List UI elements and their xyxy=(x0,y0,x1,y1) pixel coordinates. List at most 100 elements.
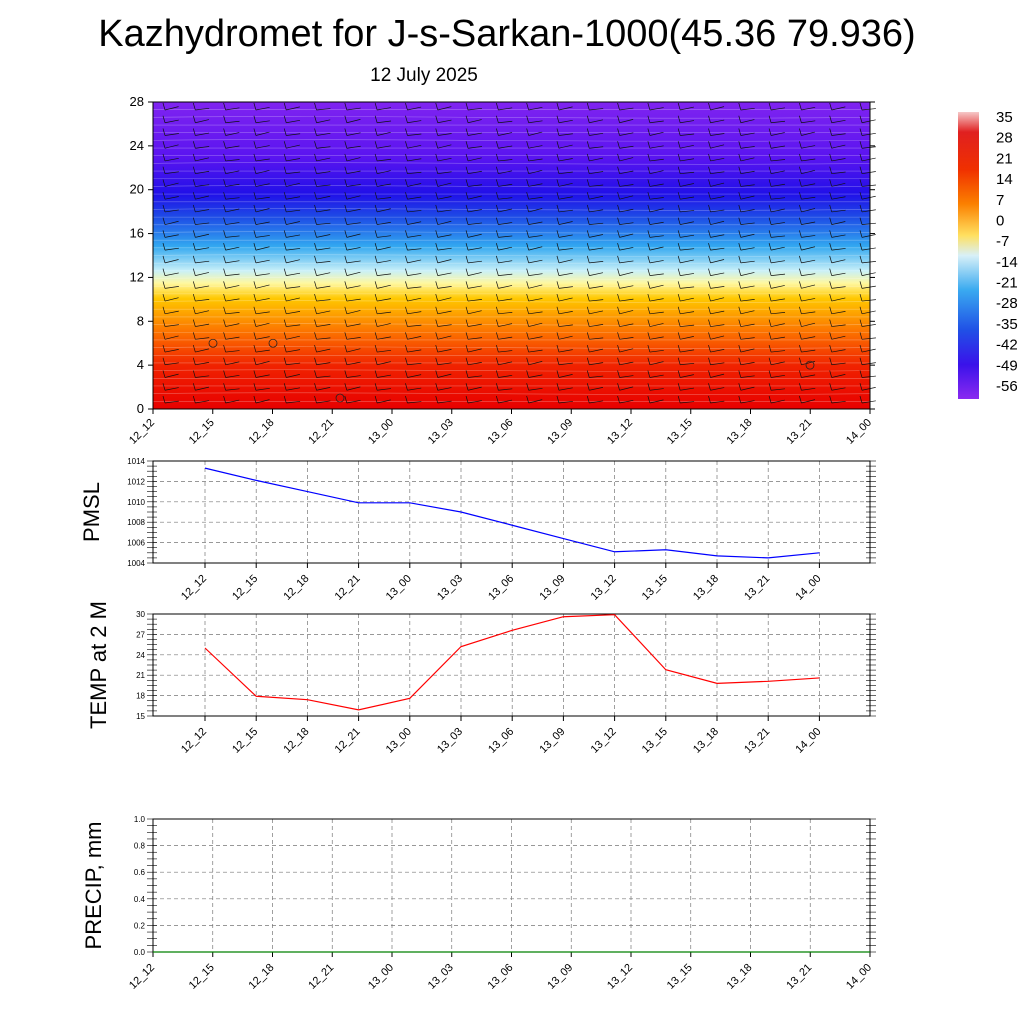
wind-barb xyxy=(164,119,179,124)
wind-barb-flag xyxy=(859,281,863,289)
wind-barb xyxy=(710,196,725,200)
wind-barb-flag xyxy=(465,383,469,391)
wind-barb-flag xyxy=(677,217,681,225)
wind-barb-flag xyxy=(192,357,196,365)
wind-barb-flag xyxy=(738,102,742,111)
wind-barb-flag xyxy=(314,293,317,302)
wind-barb xyxy=(589,375,604,378)
wind-barb-flag xyxy=(647,141,651,149)
wind-barb xyxy=(468,337,482,340)
wind-barb-flag xyxy=(283,370,287,378)
wind-barb-flag xyxy=(496,153,499,162)
wind-barb xyxy=(377,361,391,366)
wind-barb-flag xyxy=(647,370,651,378)
wind-barb-flag xyxy=(465,370,469,378)
wind-barb-flag xyxy=(677,179,681,187)
wind-barb xyxy=(861,362,876,366)
wind-barb xyxy=(286,248,301,251)
x-tick-label: 12_21 xyxy=(333,573,363,603)
wind-barb xyxy=(589,132,604,136)
wind-barb xyxy=(195,170,210,175)
isotherm-line xyxy=(152,323,871,326)
wind-barb xyxy=(710,272,725,276)
wind-barb xyxy=(589,195,604,200)
wind-barb-flag xyxy=(829,332,833,340)
wind-barb xyxy=(831,144,846,149)
wind-barb xyxy=(195,157,210,162)
wind-barb-flag xyxy=(465,332,469,340)
wind-barb xyxy=(801,399,816,404)
colorbar-label: -49 xyxy=(996,357,1018,374)
wind-barb xyxy=(498,170,513,175)
wind-barb xyxy=(195,400,210,404)
wind-barb-flag xyxy=(708,319,711,327)
wind-barb-flag xyxy=(738,153,742,162)
wind-barb xyxy=(467,348,482,353)
wind-barb-flag xyxy=(192,204,196,213)
wind-barb-flag xyxy=(283,102,287,111)
wind-barb xyxy=(467,132,482,136)
wind-barb-flag xyxy=(435,217,439,225)
wind-barb-flag xyxy=(374,332,378,340)
wind-barb xyxy=(498,298,513,302)
wind-barb xyxy=(407,210,422,213)
wind-barb-flag xyxy=(253,395,257,404)
wind-barb xyxy=(649,107,664,111)
wind-barb xyxy=(558,387,573,391)
wind-barb-flag xyxy=(617,395,620,404)
wind-barb xyxy=(286,133,301,136)
wind-barb-flag xyxy=(586,204,590,213)
wind-barb-flag xyxy=(677,166,681,174)
plot-frame xyxy=(152,460,871,564)
wind-barb-flag xyxy=(253,344,257,353)
wind-barb-flag xyxy=(192,102,196,111)
wind-barb xyxy=(225,145,240,149)
x-tick-label: 12_21 xyxy=(306,417,336,447)
wind-barb xyxy=(195,107,210,111)
wind-barb xyxy=(680,183,694,187)
x-tick-label: 13_21 xyxy=(784,417,814,447)
wind-barb xyxy=(255,208,270,213)
wind-barb xyxy=(619,157,634,162)
wind-barb-flag xyxy=(768,370,772,378)
wind-barb xyxy=(498,374,513,378)
y-tick-label: 15 xyxy=(136,712,145,721)
wind-barb-flag xyxy=(192,243,196,251)
wind-barb-flag xyxy=(526,102,529,111)
wind-barb-flag xyxy=(768,128,772,136)
wind-barb xyxy=(771,312,786,315)
wind-barb-flag xyxy=(708,192,711,200)
wind-barb-flag xyxy=(374,293,378,302)
wind-barb-flag xyxy=(314,217,317,225)
wind-barb xyxy=(589,362,604,366)
wind-barb xyxy=(255,284,270,289)
wind-barb-flag xyxy=(283,268,287,276)
wind-barb xyxy=(801,120,816,124)
wind-barb xyxy=(437,324,452,327)
wind-barb-flag xyxy=(405,293,408,302)
wind-barb-flag xyxy=(374,383,378,391)
wind-barb xyxy=(710,247,725,251)
wind-barb-flag xyxy=(496,344,499,353)
wind-barb-flag xyxy=(314,243,317,251)
wind-barb-flag xyxy=(465,153,469,162)
wind-barb-flag xyxy=(859,344,863,353)
wind-barb-flag xyxy=(405,192,408,200)
wind-barb xyxy=(649,399,664,404)
wind-barb xyxy=(437,182,452,187)
wind-barb-flag xyxy=(768,230,772,238)
wind-barb xyxy=(619,298,634,302)
wind-barb-flag xyxy=(253,268,257,276)
wind-barb-flag xyxy=(738,293,742,302)
wind-barb xyxy=(437,247,452,251)
wind-barb xyxy=(649,170,664,175)
series-line xyxy=(204,467,820,559)
wind-barb-flag xyxy=(344,153,348,162)
wind-barb xyxy=(680,248,695,251)
wind-barb-flag xyxy=(859,166,863,174)
wind-barb-flag xyxy=(405,268,408,276)
x-tick-label: 13_18 xyxy=(725,962,755,992)
wind-barb xyxy=(801,208,816,213)
wind-barb-flag xyxy=(253,370,257,378)
wind-barb-flag xyxy=(829,243,833,251)
